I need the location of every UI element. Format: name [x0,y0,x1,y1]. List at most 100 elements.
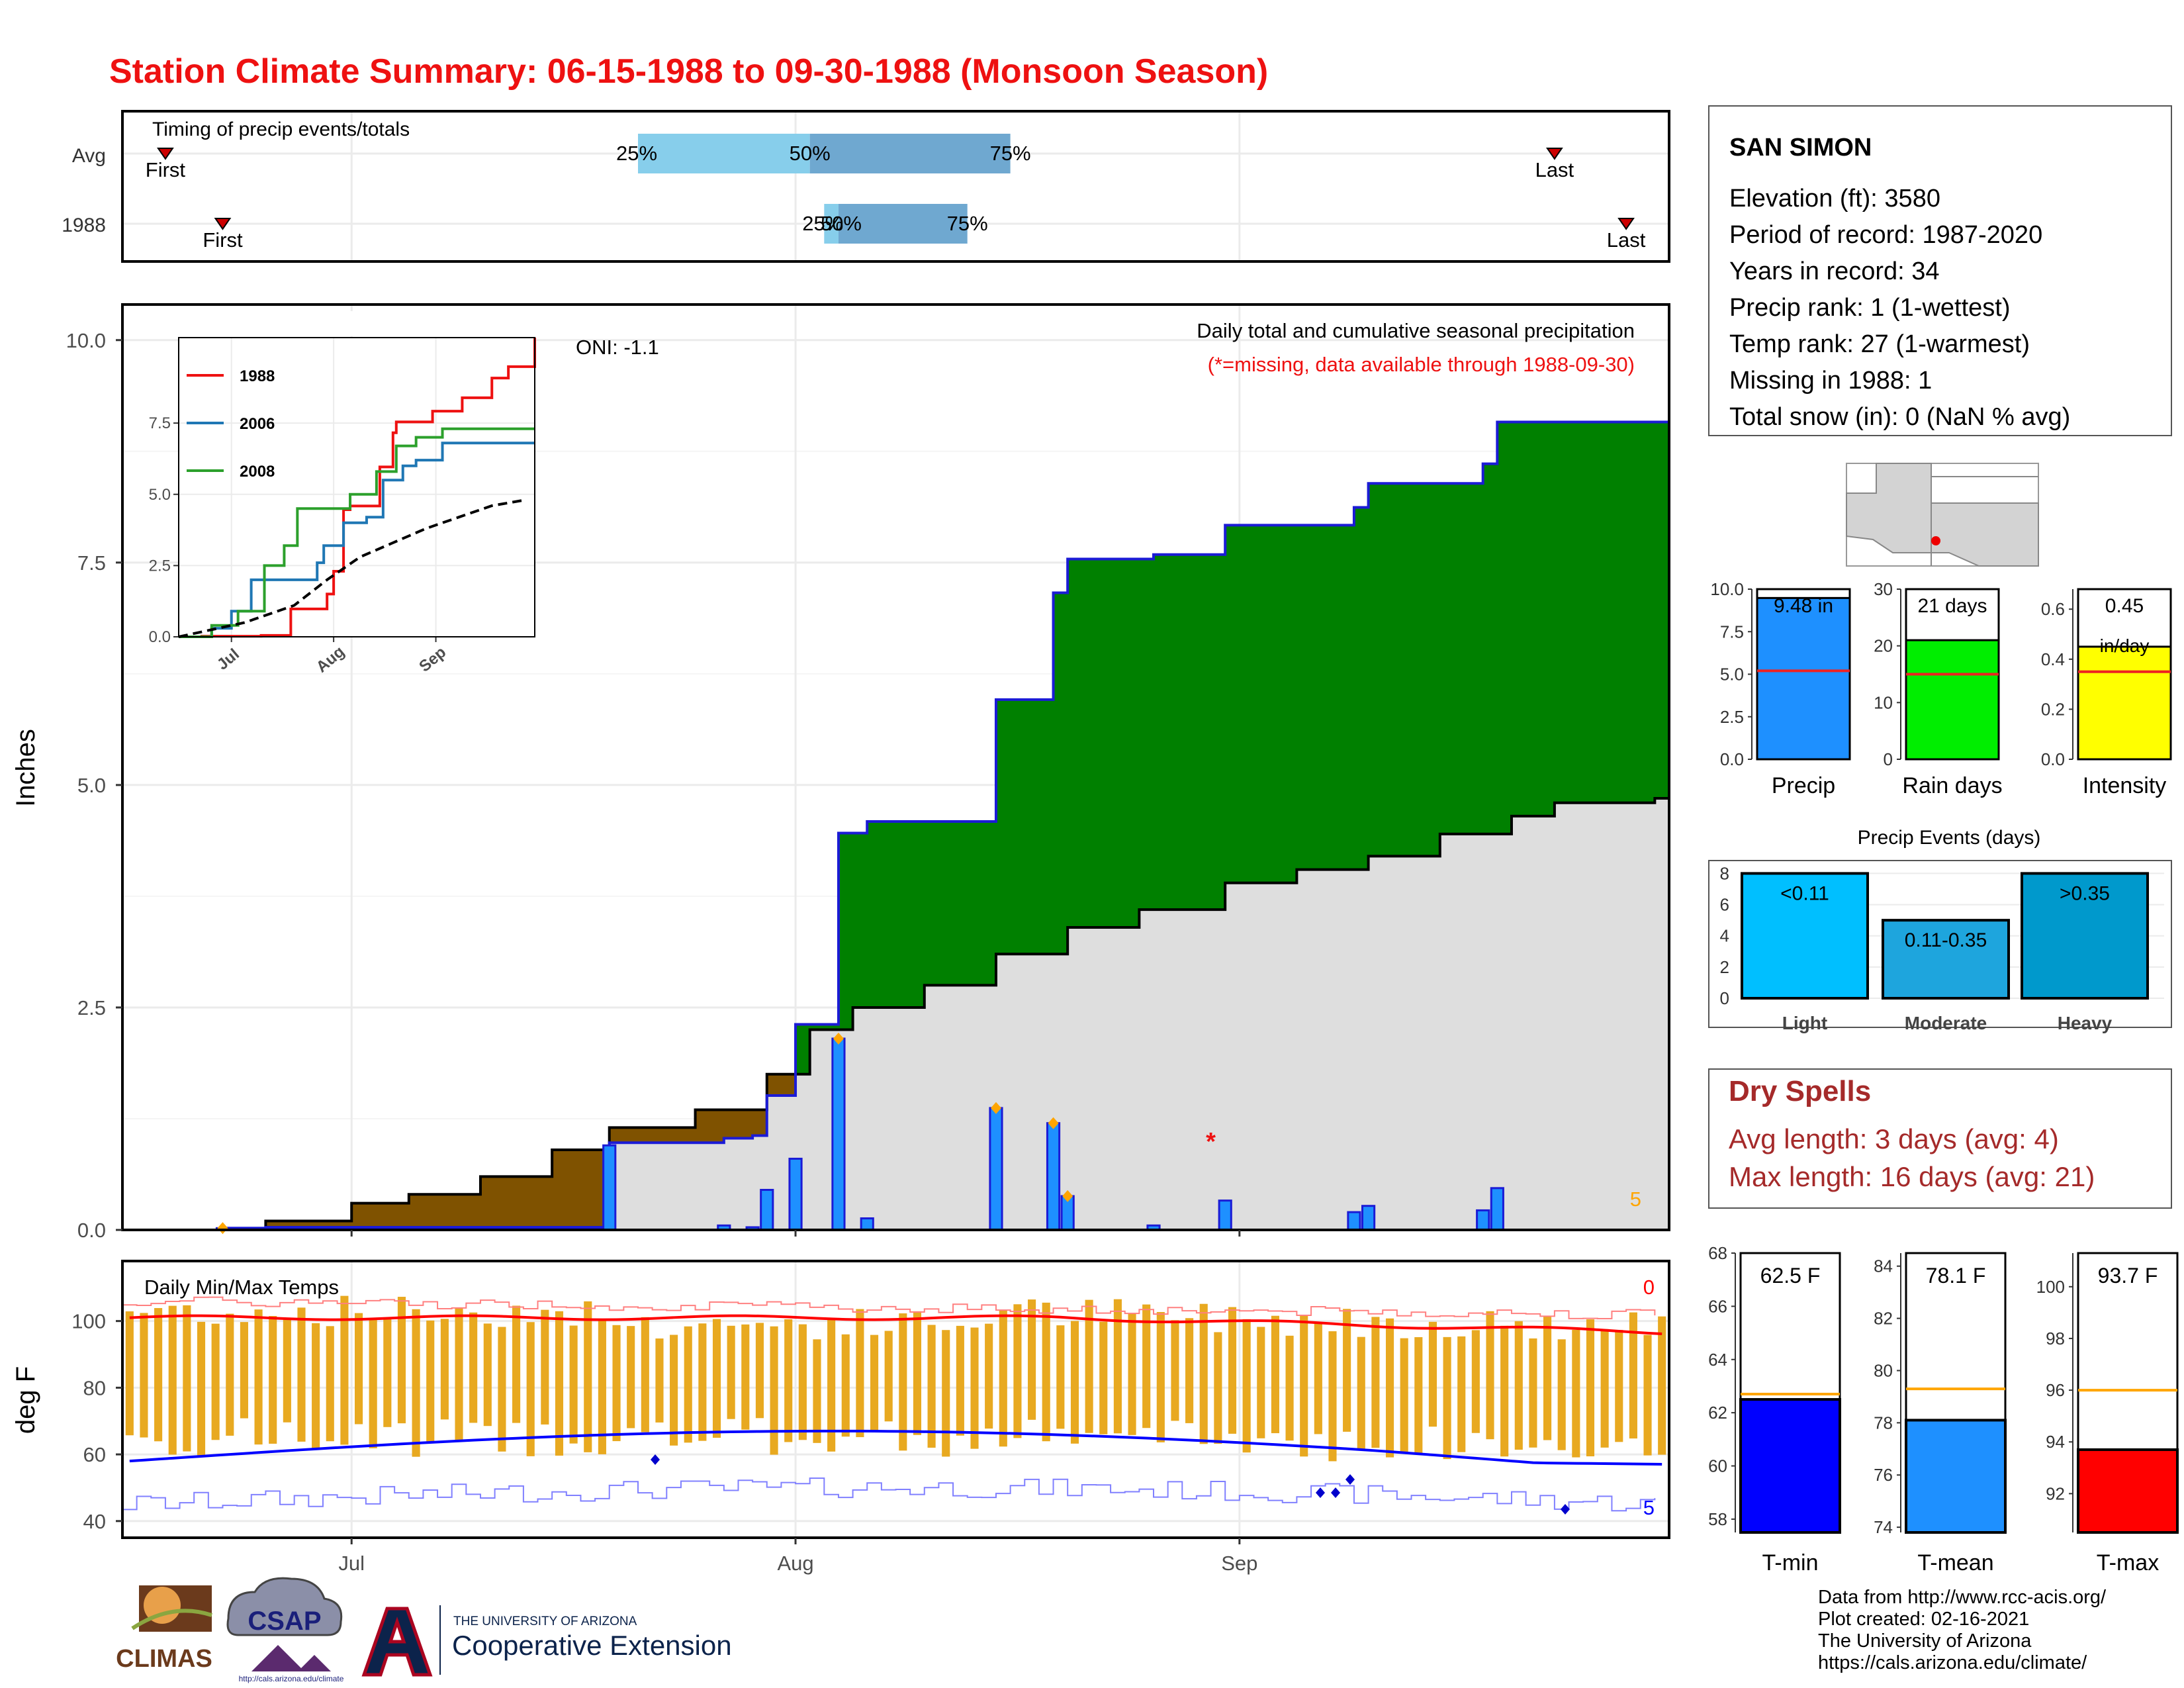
csap-cloud-icon [226,1577,343,1636]
footer-line: Data from http://www.rcc-acis.org/ [1818,1587,2107,1608]
events-tick-label: 0 [1720,988,1729,1008]
daily-temp-bar [584,1301,592,1452]
daily-temp-bar [383,1319,392,1427]
summary-bar-rain-days: 0 10 20 30 21 days Rain days [1874,579,2003,798]
inset-legend-label: 1988 [240,367,275,385]
daily-temp-bar [956,1325,964,1436]
daily-temp-bar [569,1325,578,1444]
station-box: SAN SIMON Elevation (ft): 3580 Period of… [1708,105,2172,436]
events-bar [2021,872,2149,1000]
events-bar-label: <0.11 [1780,882,1829,904]
daily-temp-bar [985,1323,993,1429]
temp-summary-value: 78.1 F [1926,1264,1986,1288]
summary-bar-tick-label: 0.4 [2041,649,2065,669]
daily-temp-bar [784,1319,793,1442]
events-bar-label: >0.35 [2060,882,2110,904]
summary-bar-label: Intensity [2083,773,2167,798]
dry-spells-box: Dry Spells Avg length: 3 days (avg: 4) M… [1708,1068,2172,1209]
daily-temp-bar [1056,1325,1065,1429]
timing-bar-q2 [838,204,968,244]
temp-summary-value: 93.7 F [2098,1264,2158,1288]
daily-temp-bar [598,1320,606,1454]
avg-tmax-line [129,1314,1662,1335]
daily-temp-bar [469,1312,478,1423]
timing-last-marker [1617,218,1635,230]
summary-bar-intensity: 0.0 0.2 0.4 0.6 0.45 in/day Intensity [2041,588,2172,798]
temp-summary-tick-label: 82 [1874,1309,1893,1329]
inset-line-2008 [179,427,535,638]
daily-temp-bar [1271,1315,1279,1434]
temp-y-tick-label: 40 [83,1510,106,1533]
daily-temp-bar [1557,1339,1566,1450]
summary-bar-tick-label: 0.0 [1720,749,1744,769]
daily-temp-bar [670,1335,678,1446]
temp-summary-fill [1739,1398,1841,1534]
daily-temp-bar [1142,1304,1151,1429]
precip-y-tick-label: 10.0 [66,329,106,352]
daily-precip-bar [1490,1187,1504,1231]
timing-row-1988-label: 1988 [62,214,106,236]
inset-lines [178,311,536,638]
daily-temp-bar [1285,1335,1294,1441]
precip-marks: * [122,420,1669,1235]
timing-first-label: First [203,228,243,252]
temp-summary-t-mean: 74 76 78 80 82 84 78.1 F T-mean [1874,1252,2007,1575]
summary-bar-value: 0.45 [2105,595,2144,617]
daily-temp-bar [197,1321,206,1456]
csap-url: http://cals.arizona.edu/climate [239,1674,344,1683]
daily-temp-bar [1658,1316,1666,1455]
daily-temp-bar [211,1323,220,1440]
locator-map [1846,463,2039,567]
month-x-axis: Jul Aug Sep [338,1230,1257,1575]
daily-temp-bar [1028,1299,1036,1420]
daily-temp-bar [1443,1336,1451,1460]
events-category-label: Light [1782,1013,1827,1033]
temp-summary-tick-label: 68 [1708,1243,1727,1263]
inset-legend: 1988 2006 2008 [187,367,275,481]
daily-precip-bar [1218,1199,1232,1231]
timing-row-avg-label: Avg [72,145,106,167]
precip-y-axis: 0.0 2.5 5.0 7.5 10.0 [66,329,122,1242]
missing-count: 5 [1630,1188,1641,1211]
summary-bar-fill [2077,645,2172,761]
daily-temp-bar [283,1319,291,1423]
timing-pct-label: 75% [990,142,1031,165]
daily-temp-bar [1514,1321,1523,1450]
daily-temp-bar [541,1309,549,1425]
temp-summary-tick-label: 76 [1874,1465,1893,1485]
climas-logo-text: CLIMAS [116,1645,212,1673]
daily-temp-bar [1070,1321,1079,1444]
daily-temp-bar [1600,1329,1609,1448]
daily-temp-bar [1428,1321,1437,1427]
summary-bar-tick-label: 2.5 [1720,707,1744,727]
daily-temp-bar [183,1305,191,1452]
missing-data-star: * [1206,1128,1216,1156]
temp-summary-tick-label: 74 [1874,1517,1893,1537]
precip-y-tick-label: 2.5 [77,996,106,1019]
timing-bar-q1 [824,204,839,244]
daily-temp-bar [899,1313,907,1451]
daily-temp-bar [1085,1299,1093,1433]
temp-panel-border [121,1260,1670,1539]
temp-summary-label: T-min [1762,1550,1819,1575]
summary-bar-tick-label: 10 [1874,692,1893,712]
daily-temp-bar [226,1313,234,1436]
daily-temp-bar [1228,1307,1237,1434]
daily-temp-bar [1128,1313,1136,1435]
daily-temp-bar [412,1309,420,1457]
temp-summary-tick-label: 78 [1874,1413,1893,1432]
temp-summary-tick-label: 64 [1708,1350,1727,1370]
summary-bar-fill [1905,639,2000,761]
ua-big-text: Cooperative Extension [452,1630,732,1661]
events-title: Precip Events (days) [1858,827,2041,849]
daily-temp-bar [856,1309,864,1438]
summary-bar-unit: in/day [2100,635,2150,656]
daily-temp-bar [1171,1320,1179,1421]
daily-temp-bar [970,1327,979,1449]
station-line: Years in record: 34 [1729,258,1940,285]
daily-temp-bar [1343,1309,1351,1432]
temperature-summary-bars: 58 60 62 64 66 68 62.5 F T-min 74 76 78 80 82 84 78.1 … [1708,1243,2179,1575]
daily-temp-bar [1314,1322,1322,1434]
daily-temp-bar [1185,1318,1194,1423]
